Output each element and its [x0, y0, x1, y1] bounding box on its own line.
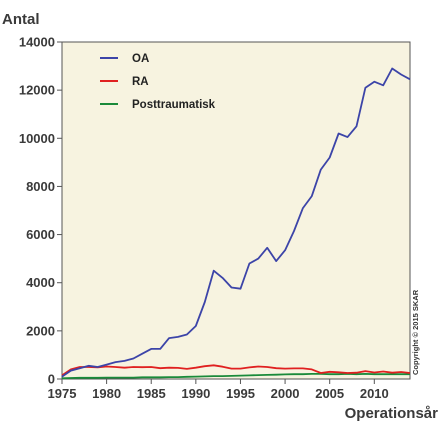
- y-axis-title: Antal: [2, 11, 40, 28]
- x-tick-label: 1990: [181, 386, 210, 401]
- y-tick-label: 12000: [19, 83, 55, 98]
- legend-label: OA: [132, 53, 149, 65]
- copyright-text: Copyright © 2015 SKAR: [411, 289, 420, 375]
- legend-label: Posttraumatisk: [132, 99, 216, 111]
- plot-area: [61, 41, 411, 380]
- y-tick-label: 10000: [19, 131, 55, 146]
- series-line-ra: [61, 364, 411, 377]
- x-tick-label: 1980: [92, 386, 121, 401]
- y-tick-label: 14000: [19, 35, 55, 50]
- legend-label: RA: [132, 76, 149, 88]
- series-lines: [61, 67, 411, 380]
- y-tick-label: 6000: [26, 227, 55, 242]
- y-tick-label: 2000: [26, 323, 55, 338]
- x-tick-label: 2000: [271, 386, 300, 401]
- x-tick-label: 1995: [226, 386, 255, 401]
- series-line-posttraumatisk: [61, 372, 410, 380]
- series-line-oa: [61, 67, 411, 378]
- legend: OA RA Posttraumatisk: [100, 53, 216, 111]
- x-tick-label: 1975: [48, 386, 77, 401]
- x-axis-title: Operationsår: [345, 405, 439, 422]
- y-tick-label: 4000: [26, 275, 55, 290]
- x-tick-label: 1985: [137, 386, 166, 401]
- y-tick-label: 8000: [26, 179, 55, 194]
- y-tick-label: 0: [48, 372, 55, 387]
- axes: 0 2000 4000 6000 8000 10000 12000 14000 1975 1980…: [19, 35, 389, 402]
- x-tick-label: 2005: [315, 386, 344, 401]
- x-tick-label: 2010: [360, 386, 389, 401]
